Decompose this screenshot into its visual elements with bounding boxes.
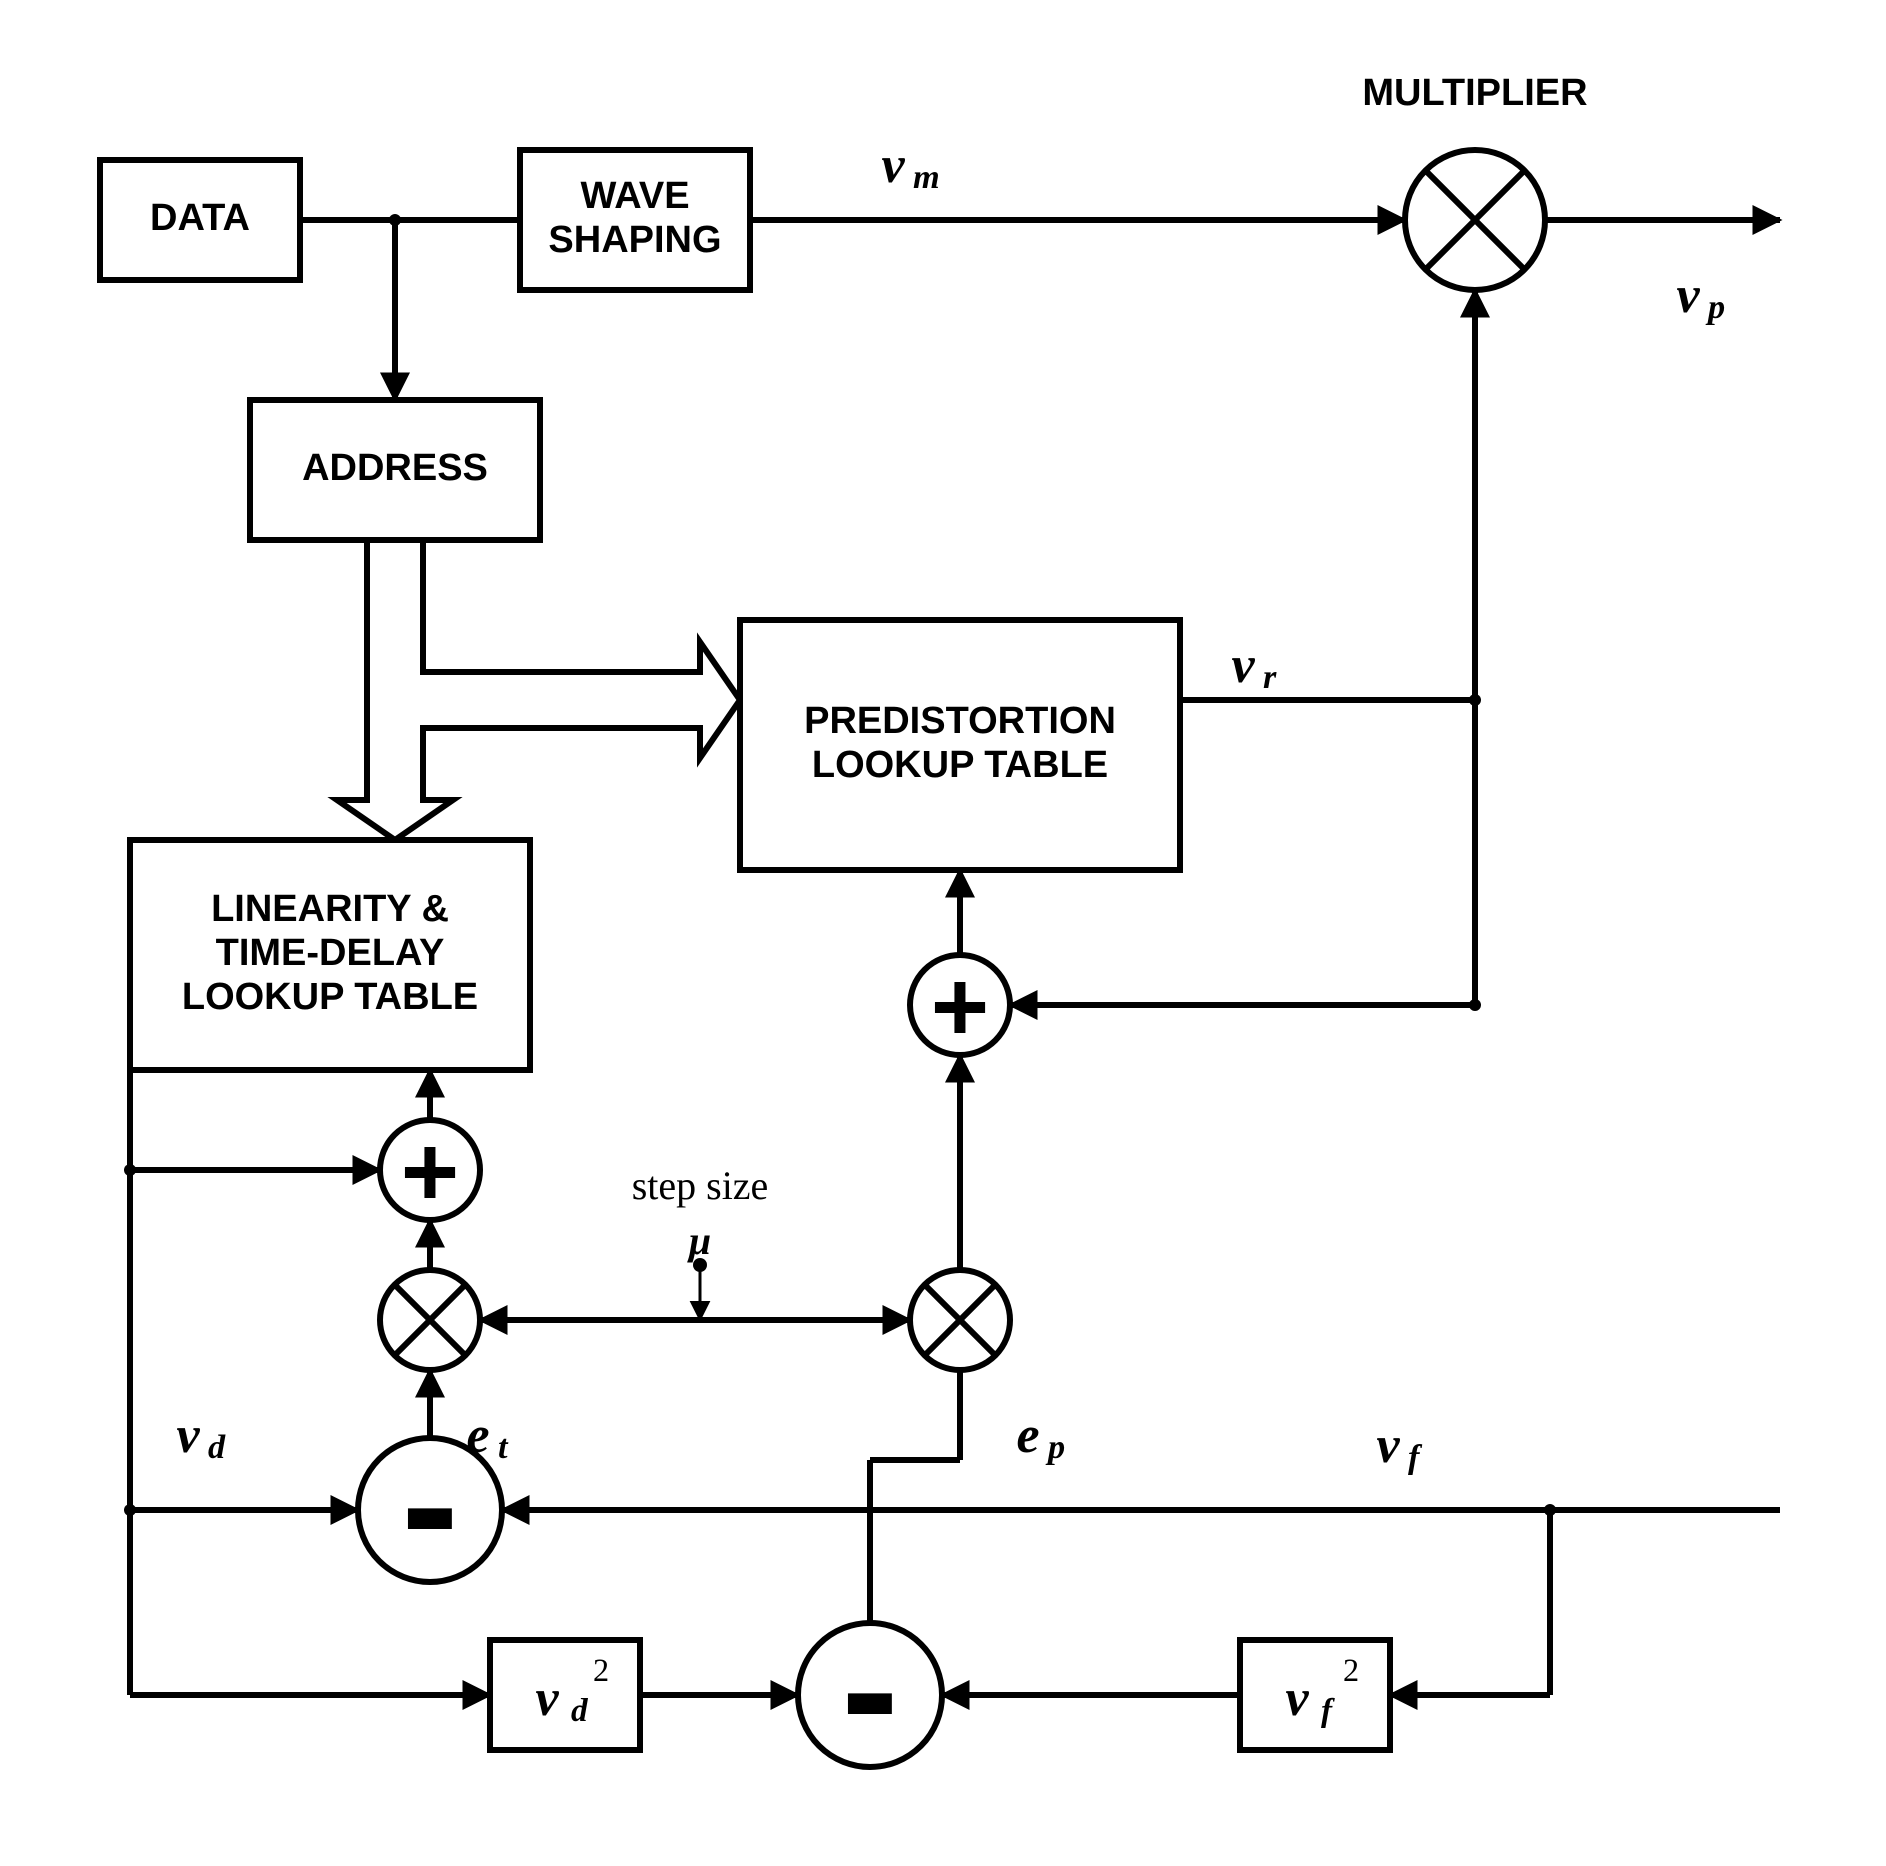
svg-text:+: +	[401, 1116, 459, 1228]
svg-text:DATA: DATA	[150, 197, 250, 239]
svg-text:WAVE: WAVE	[580, 175, 689, 217]
svg-text:v: v	[1676, 267, 1700, 324]
svg-text:v: v	[1285, 1670, 1309, 1727]
svg-text:t: t	[498, 1428, 509, 1466]
svg-text:μ: μ	[687, 1218, 711, 1263]
svg-text:v: v	[535, 1670, 559, 1727]
svg-text:p: p	[1705, 288, 1725, 326]
svg-text:2: 2	[1343, 1652, 1359, 1688]
svg-text:-: -	[401, 1408, 459, 1601]
svg-text:LINEARITY &: LINEARITY &	[211, 888, 449, 930]
svg-text:TIME-DELAY: TIME-DELAY	[216, 932, 445, 974]
svg-text:PREDISTORTION: PREDISTORTION	[804, 700, 1116, 742]
svg-text:+: +	[931, 951, 989, 1063]
svg-text:d: d	[571, 1692, 589, 1729]
svg-text:LOOKUP TABLE: LOOKUP TABLE	[812, 744, 1108, 786]
svg-text:-: -	[841, 1593, 899, 1786]
svg-text:2: 2	[593, 1652, 609, 1688]
svg-text:e: e	[466, 1407, 489, 1464]
svg-text:SHAPING: SHAPING	[548, 219, 721, 261]
svg-text:v: v	[881, 137, 905, 194]
svg-text:v: v	[1376, 1417, 1400, 1474]
svg-text:v: v	[176, 1407, 200, 1464]
svg-text:LOOKUP TABLE: LOOKUP TABLE	[182, 976, 478, 1018]
svg-text:e: e	[1016, 1407, 1039, 1464]
svg-text:f: f	[1408, 1438, 1423, 1476]
svg-text:v: v	[1231, 637, 1255, 694]
svg-text:step size: step size	[632, 1163, 769, 1208]
svg-text:m: m	[913, 158, 940, 196]
svg-text:r: r	[1263, 658, 1277, 696]
svg-text:d: d	[208, 1428, 226, 1466]
svg-text:p: p	[1045, 1428, 1065, 1466]
svg-text:ADDRESS: ADDRESS	[302, 447, 488, 489]
svg-text:MULTIPLIER: MULTIPLIER	[1362, 72, 1587, 114]
